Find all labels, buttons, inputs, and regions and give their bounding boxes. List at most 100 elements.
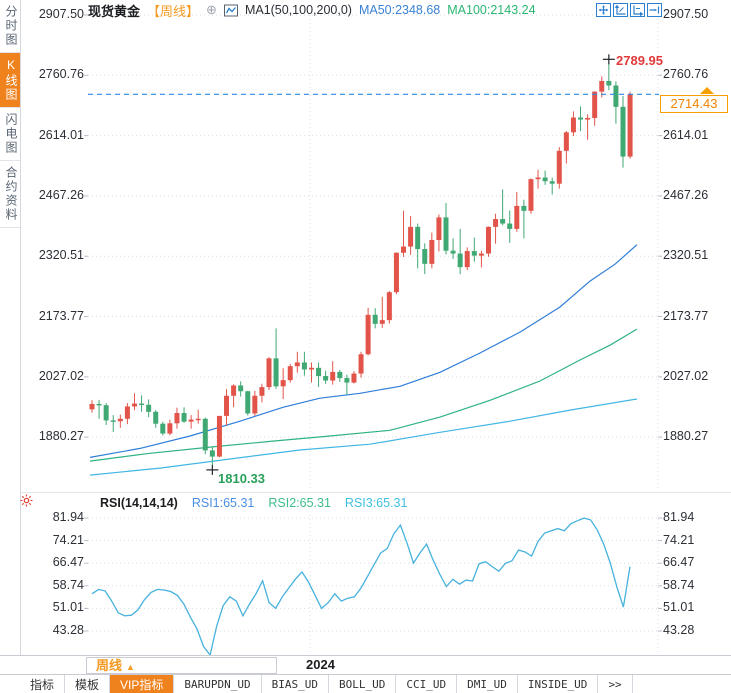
price-axis-label: 2760.76 — [38, 67, 84, 82]
candle-body — [450, 250, 456, 254]
indicator-tab[interactable]: BOLL_UD — [329, 675, 397, 693]
candle-body — [514, 205, 520, 229]
indicator-settings-icon[interactable] — [20, 494, 33, 512]
rsi-axis-label: 66.47 — [52, 555, 84, 570]
rsi-line — [91, 517, 631, 656]
candle-body — [457, 253, 463, 268]
indicator-tab[interactable]: 模板 — [65, 675, 111, 693]
sidebar-tab-item[interactable]: 分时图 — [0, 0, 20, 53]
candle-body — [563, 132, 569, 151]
period-selector[interactable]: 周线 ▲ — [86, 657, 277, 674]
candle-body — [195, 418, 201, 421]
candle-body — [209, 450, 215, 457]
candle-body — [521, 205, 527, 211]
sidebar-tab-item[interactable]: 闪电图 — [0, 108, 20, 161]
sidebar-tab-item[interactable]: 合约资料 — [0, 161, 20, 228]
candle-body — [493, 219, 499, 227]
candle-body — [365, 314, 371, 355]
candle-body — [167, 423, 173, 434]
price-axis-label: 2027.02 — [663, 368, 709, 383]
candle-body — [259, 387, 265, 396]
tab-overflow-button[interactable]: >> — [598, 675, 633, 693]
candle-body — [471, 251, 477, 256]
candle-body — [393, 252, 399, 293]
candle-body — [110, 420, 116, 422]
candle-body — [266, 358, 272, 388]
candle-body — [351, 373, 357, 383]
candle-body — [613, 85, 619, 107]
candle-body — [379, 320, 385, 324]
candle-body — [96, 403, 102, 406]
candle-body — [401, 246, 407, 253]
rsi-axis-label: 51.01 — [663, 600, 695, 615]
candle-body — [570, 117, 576, 133]
sidebar-tab-active[interactable]: K线图 — [0, 53, 20, 108]
indicator-tab[interactable]: BARUPDN_UD — [174, 675, 262, 693]
add-circle-icon[interactable]: ⊕ — [206, 2, 217, 17]
candle-body — [174, 413, 180, 424]
chevron-up-icon: ▲ — [126, 662, 135, 672]
price-up-arrow-icon — [700, 87, 714, 94]
candle-body — [337, 371, 343, 379]
ma50-value-label: MA50:2348.68 — [358, 3, 441, 17]
candle-body — [344, 378, 350, 383]
candle-body — [358, 354, 364, 374]
rsi1-value-label: RSI1:65.31 — [191, 496, 255, 510]
current-price-badge: 2714.43 — [660, 95, 728, 113]
price-axis-label: 2614.01 — [38, 127, 84, 142]
candle-body — [294, 362, 300, 367]
candle-body — [485, 226, 491, 254]
candle-body — [131, 403, 137, 407]
candle-body — [422, 249, 428, 264]
indicator-tab[interactable]: BIAS_UD — [262, 675, 329, 693]
symbol-name: 现货黄金 — [88, 3, 141, 19]
candle-body — [160, 423, 166, 434]
candle-body — [620, 106, 626, 157]
x-axis-scale-icon[interactable] — [630, 3, 645, 22]
candle-body — [287, 366, 293, 381]
candle-body — [507, 223, 513, 229]
period-tag: 【周线】 — [147, 3, 200, 19]
candle-body — [280, 380, 286, 387]
ma200-line — [89, 398, 638, 476]
indicator-tab[interactable]: CCI_UD — [396, 675, 458, 693]
candle-body — [224, 395, 230, 416]
candle-body — [542, 177, 548, 182]
candle-body — [386, 292, 392, 321]
ma-params-label: MA1(50,100,200,0) — [244, 3, 352, 17]
y-axis-scale-icon[interactable] — [613, 3, 628, 22]
candle-body — [443, 217, 449, 251]
candle-body — [252, 395, 258, 414]
candle-body — [415, 226, 421, 250]
rsi-axis-label: 58.74 — [52, 577, 84, 592]
rsi-axis-label: 74.21 — [663, 532, 695, 547]
candle-body — [578, 117, 584, 120]
price-axis-label: 2760.76 — [663, 67, 709, 82]
rsi-axis-label: 81.94 — [52, 510, 84, 524]
pan-tool-icon[interactable] — [596, 3, 611, 22]
rsi-indicator-header: RSI(14,14,14) RSI1:65.31 RSI2:65.31 RSI3… — [100, 496, 407, 510]
candle-body — [627, 94, 633, 157]
candle-body — [202, 418, 208, 451]
price-axis-label: 2467.26 — [38, 187, 84, 202]
indicator-tab[interactable]: 指标 — [20, 675, 66, 693]
price-axis-label: 2320.51 — [38, 248, 84, 263]
candle-body — [308, 367, 314, 370]
line-chart-icon[interactable] — [223, 4, 238, 17]
indicator-tab[interactable]: VIP指标 — [110, 675, 175, 693]
price-axis-label: 2173.77 — [663, 308, 709, 323]
price-and-rsi-chart[interactable] — [0, 0, 731, 656]
candle-body — [372, 314, 378, 324]
jump-to-latest-icon[interactable] — [647, 3, 662, 22]
candle-body — [238, 385, 244, 392]
price-axis-label: 2467.26 — [663, 187, 709, 202]
indicator-tab[interactable]: DMI_UD — [457, 675, 518, 693]
rsi-axis-label: 43.28 — [52, 623, 84, 637]
indicator-tab[interactable]: INSIDE_UD — [518, 675, 599, 693]
candle-body — [549, 181, 555, 184]
chart-toolbar — [596, 3, 662, 22]
price-axis-label: 2614.01 — [663, 127, 709, 142]
candle-body — [606, 80, 612, 86]
candle-body — [188, 419, 194, 422]
